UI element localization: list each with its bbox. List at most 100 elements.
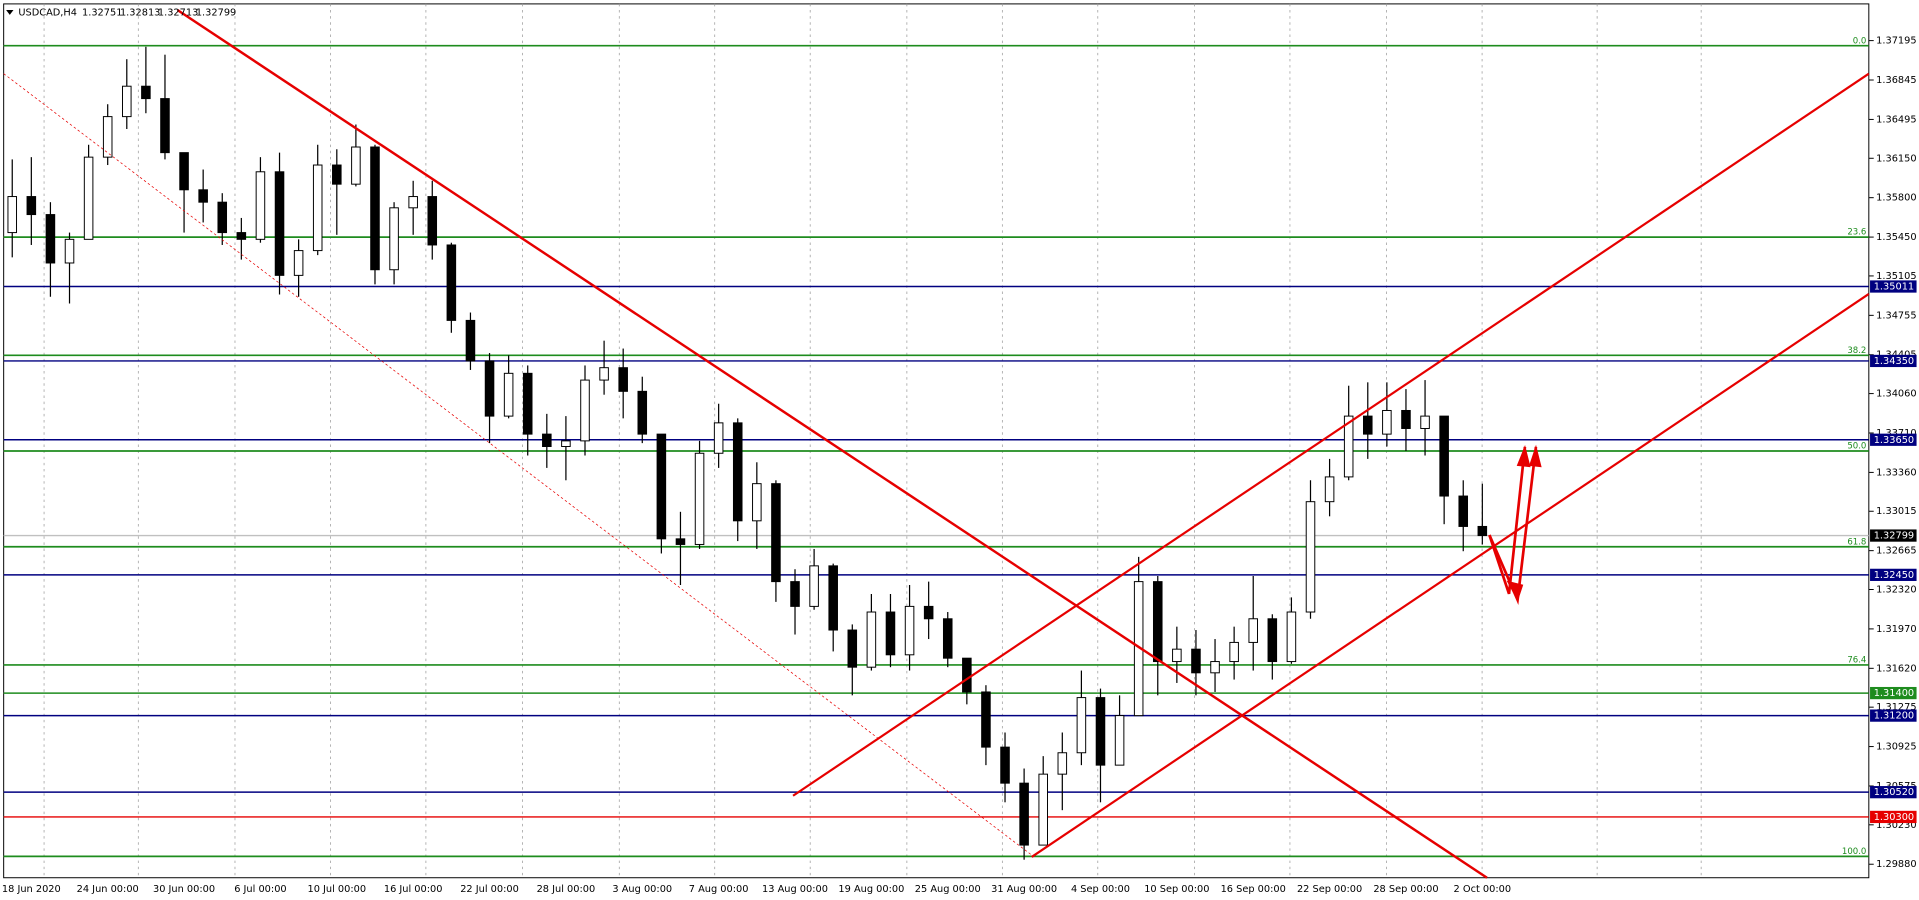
level-label: 1.31400 [1874, 688, 1914, 699]
candle-body [465, 319, 476, 362]
level-label: 1.30520 [1874, 787, 1914, 798]
candle-body [1095, 697, 1106, 766]
y-tick-label: 1.31275 [1876, 702, 1916, 713]
level-tag [1870, 433, 1917, 446]
level-label: 1.33650 [1874, 435, 1914, 446]
x-tick-label: 22 Jul 00:00 [460, 884, 519, 895]
candle-body [217, 201, 228, 234]
level-tag [1870, 280, 1917, 293]
x-tick-label: 10 Sep 00:00 [1144, 884, 1209, 895]
candle-body [45, 214, 56, 264]
candle-body [1305, 501, 1316, 613]
y-tick-label: 1.30925 [1876, 742, 1916, 753]
candle-body [828, 565, 838, 631]
candle-body [179, 152, 189, 191]
candle-body [866, 611, 877, 668]
header-icon [6, 10, 14, 15]
candle-body [312, 164, 323, 252]
candle-body [1172, 648, 1182, 663]
x-tick-label: 24 Jun 00:00 [77, 884, 139, 895]
level-label: 1.34350 [1874, 356, 1914, 367]
y-tick-label: 1.33360 [1876, 467, 1916, 478]
level-tag [1870, 709, 1917, 722]
x-tick-label: 30 Jun 00:00 [153, 884, 215, 895]
vertical-grid [43, 3, 1702, 878]
candle-body [7, 196, 18, 234]
level-label: 1.31200 [1874, 711, 1914, 722]
candle-body [713, 422, 724, 454]
candle-body [1152, 581, 1163, 663]
candle-body [160, 98, 170, 154]
candle-body [503, 372, 514, 417]
candle-body [122, 85, 132, 118]
level-tag [1870, 529, 1917, 542]
y-tick-label: 1.35800 [1876, 193, 1916, 204]
candle-body [599, 367, 609, 381]
y-tick-label: 1.32320 [1876, 584, 1916, 595]
level-tag [1870, 810, 1917, 824]
candle-body [1324, 476, 1335, 503]
fib-label: 23.6 [1847, 228, 1866, 238]
candle-body [962, 657, 972, 693]
fib-label: 61.8 [1847, 537, 1866, 547]
y-tick-label: 1.35105 [1876, 271, 1916, 282]
candle-body [389, 207, 399, 271]
candle-body [522, 372, 533, 435]
candle-body [923, 605, 934, 620]
x-tick-label: 16 Jul 00:00 [384, 884, 443, 895]
candle-body [885, 611, 896, 656]
x-tick-label: 10 Jul 00:00 [307, 884, 366, 895]
candle-body [1038, 773, 1048, 846]
candle-body [1286, 611, 1297, 663]
candle-body [446, 244, 457, 321]
candle-body [255, 171, 266, 240]
x-tick-label: 18 Jun 2020 [2, 884, 61, 895]
candle-body [1000, 746, 1010, 784]
candle-body [1076, 697, 1087, 754]
quote-value: 1.32813 [120, 7, 160, 18]
level-tag [1870, 568, 1917, 581]
quote-value: 1.32751 [82, 7, 122, 18]
fib-label: 76.4 [1847, 656, 1866, 666]
x-tick-label: 6 Jul 00:00 [234, 884, 286, 895]
y-tick-label: 1.29880 [1876, 859, 1916, 870]
quote-value: 1.32713 [158, 7, 198, 18]
candle-body [1477, 525, 1488, 537]
x-tick-label: 28 Jul 00:00 [537, 884, 596, 895]
level-tag [1870, 686, 1917, 700]
candle-body [1343, 415, 1354, 478]
candle-body [1401, 409, 1411, 429]
candle-body [732, 422, 743, 522]
candle-body [274, 171, 285, 276]
y-tick-label: 1.33710 [1876, 428, 1916, 439]
candle-body [1458, 495, 1469, 527]
candle-body [332, 164, 342, 185]
candle-body [198, 189, 208, 203]
candle-body [141, 85, 151, 100]
x-tick-label: 2 Oct 00:00 [1454, 884, 1512, 895]
plot-frame [3, 3, 1870, 879]
candle-body [102, 116, 113, 158]
candle-body [847, 629, 858, 668]
fib-label: 50.0 [1847, 442, 1866, 452]
candle-body [790, 581, 800, 607]
level-label: 1.35011 [1874, 282, 1914, 293]
candle-body [656, 433, 667, 540]
candle-body [1267, 618, 1278, 663]
quote-value: 1.32799 [196, 7, 236, 18]
y-tick-label: 1.33015 [1876, 506, 1916, 517]
candle-body [236, 232, 247, 240]
candle-body [580, 379, 590, 442]
candle-body [427, 196, 438, 246]
candle-body [484, 360, 495, 417]
candle-body [1019, 782, 1029, 846]
candle-body [370, 146, 380, 271]
candle-body [771, 483, 781, 583]
candle-body [64, 238, 75, 264]
candle-body [942, 618, 953, 659]
y-tick-label: 1.32665 [1876, 546, 1916, 557]
price-axis: 1.37195 1.36845 1.36495 1.36150 1.35800 1.354… [1868, 36, 1917, 870]
